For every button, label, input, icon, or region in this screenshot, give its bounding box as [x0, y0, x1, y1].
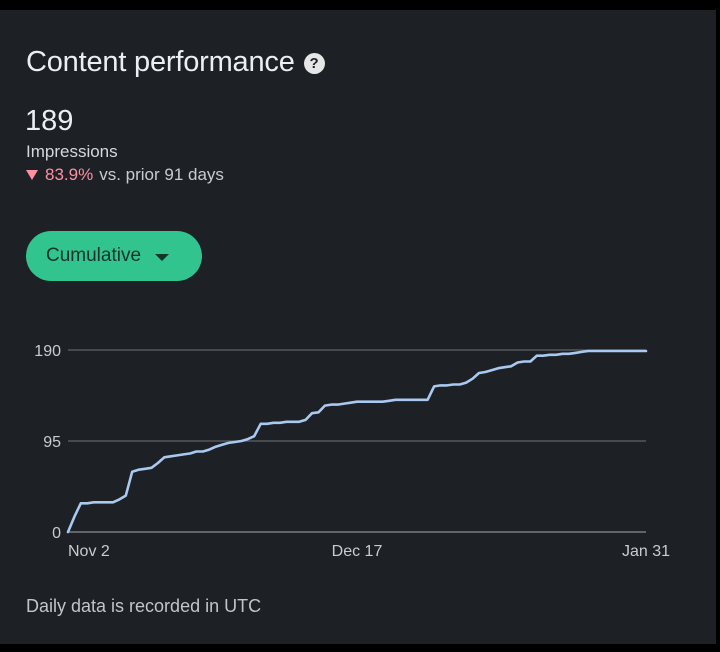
- question-circle-icon[interactable]: ?: [303, 53, 325, 74]
- change-row: 83.9% vs. prior 91 days: [26, 165, 224, 185]
- title-row: Content performance ?: [26, 46, 325, 79]
- y-tick-label: 95: [43, 434, 61, 451]
- cumulative-dropdown[interactable]: Cumulative: [26, 231, 202, 281]
- change-comparison: vs. prior 91 days: [99, 165, 224, 184]
- utc-note: Daily data is recorded in UTC: [26, 596, 262, 616]
- y-tick-label: 190: [34, 343, 61, 360]
- dropdown-label: Cumulative: [46, 245, 142, 266]
- caret-down-icon: [155, 253, 170, 261]
- triangle-down-icon: [26, 170, 38, 180]
- change-percent: 83.9%: [45, 165, 94, 184]
- impressions-chart: 0 95 190 Nov 2 Dec 17 Jan 31: [34, 343, 670, 560]
- x-tick-label: Dec 17: [332, 543, 383, 560]
- x-tick-label: Nov 2: [68, 543, 110, 560]
- content-performance-card: Content performance ? 189 Impressions 83…: [0, 10, 716, 644]
- impressions-value: 189: [25, 105, 74, 137]
- card-title: Content performance: [26, 46, 295, 78]
- y-tick-label: 0: [52, 525, 61, 542]
- impressions-label: Impressions: [26, 142, 118, 161]
- impressions-line: [66, 349, 648, 534]
- x-tick-label: Jan 31: [622, 543, 670, 560]
